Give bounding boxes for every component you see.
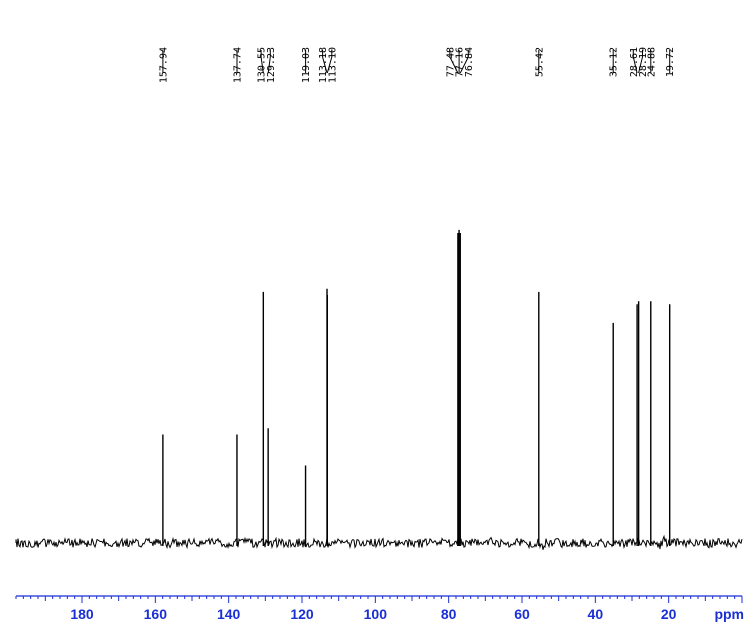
peak-label-1: 137.74	[233, 47, 244, 83]
x-tick-label-1: 160	[144, 606, 168, 622]
peak-connector-6	[326, 50, 333, 74]
peak-line-group	[162, 229, 671, 546]
peak-label-13: 28.19	[638, 47, 649, 77]
peak-connector-13	[638, 50, 643, 74]
x-tick-label-6: 60	[514, 606, 530, 622]
peak-label-6: 113.10	[327, 47, 338, 83]
peak-connector-3	[267, 50, 271, 74]
peak-label-11: 35.12	[609, 47, 620, 77]
x-axis-unit-label: ppm	[714, 606, 744, 622]
peak-label-3: 129.23	[266, 47, 277, 83]
x-axis: 180 160 140 120 100 80 60 40 20 ppm	[15, 595, 744, 622]
peak-connector-5	[322, 50, 328, 74]
peak-label-8: 77.16	[455, 47, 466, 77]
x-tick-label-8: 20	[661, 606, 677, 622]
x-tick-label-0: 180	[70, 606, 94, 622]
peak-connector-2	[260, 50, 264, 74]
x-tick-label-4: 100	[364, 606, 388, 622]
peak-label-0: 157.94	[158, 47, 169, 83]
peak-connector-12	[632, 50, 638, 74]
peak-label-15: 19.72	[665, 47, 676, 77]
peak-label-7: 77.48	[445, 47, 456, 77]
peak-connector-7	[449, 50, 459, 74]
x-tick-label-2: 140	[217, 606, 241, 622]
peak-connector-group	[162, 50, 671, 74]
peak-label-4: 119.03	[301, 47, 312, 83]
x-tick-label-3: 120	[290, 606, 314, 622]
peak-label-14: 24.88	[646, 47, 657, 77]
x-tick-label-7: 40	[588, 606, 604, 622]
peak-label-9: 76.84	[464, 47, 475, 77]
x-tick-label-5: 80	[441, 606, 457, 622]
peak-label-5: 113.18	[318, 47, 329, 83]
peak-label-10: 55.42	[534, 47, 545, 77]
spectrum-baseline-trace	[15, 534, 743, 550]
peak-connector-9	[459, 50, 469, 74]
